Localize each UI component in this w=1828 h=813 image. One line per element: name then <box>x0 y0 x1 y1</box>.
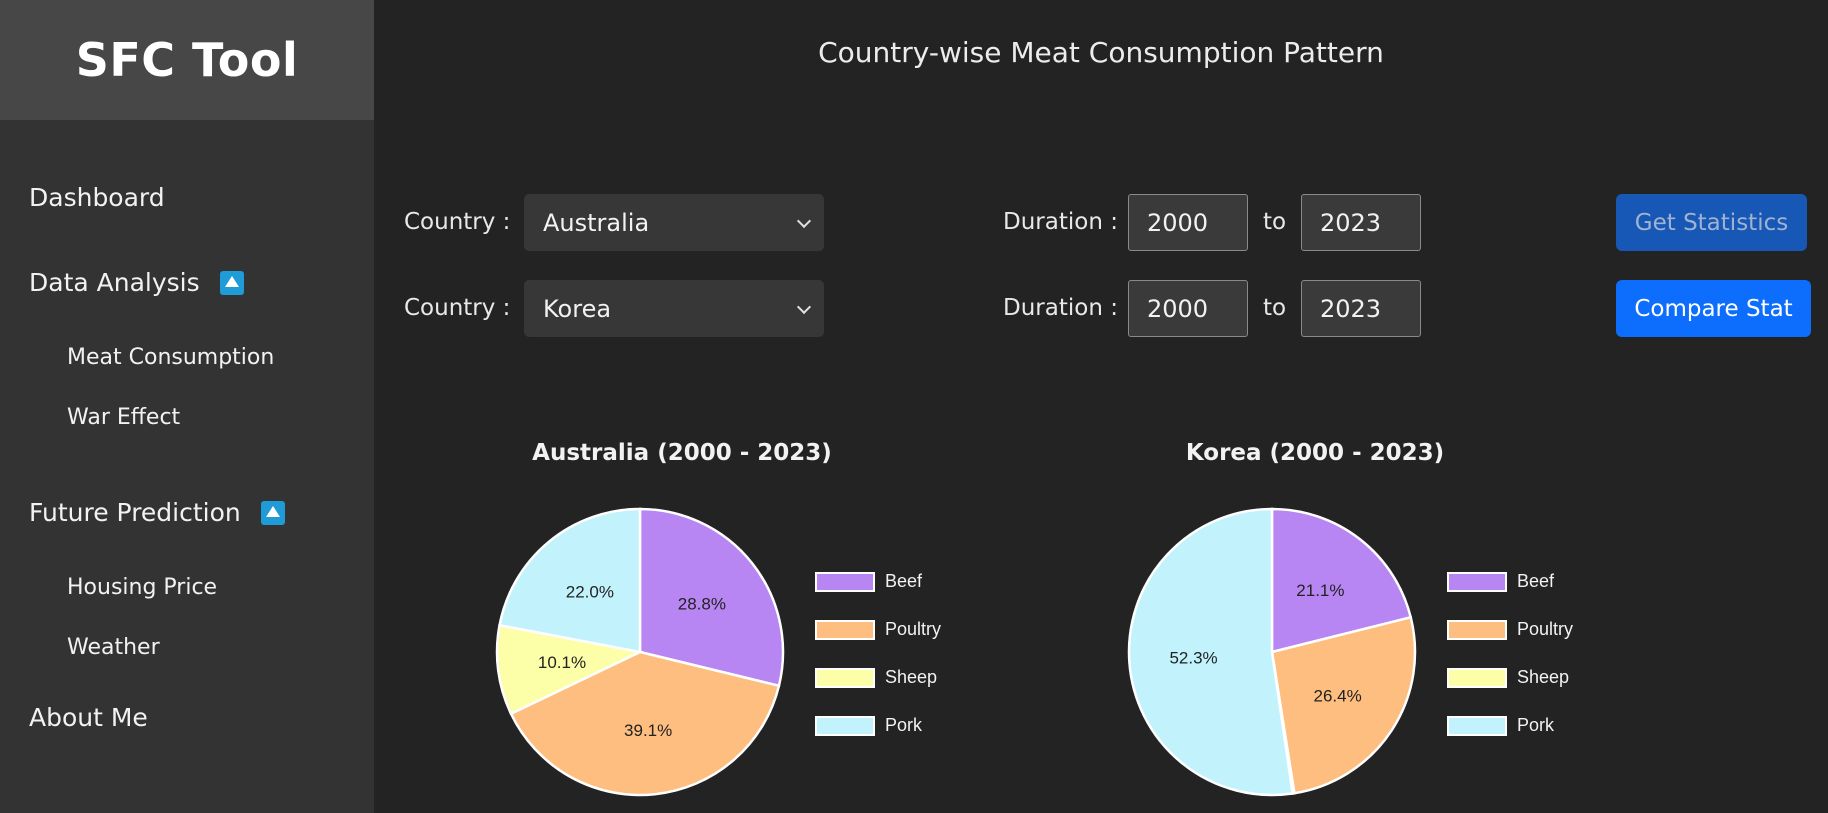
legend-swatch <box>815 619 875 640</box>
legend-item-poultry[interactable]: Poultry <box>1447 619 1573 640</box>
legend-label: Beef <box>885 571 923 591</box>
legend-swatch <box>1447 715 1507 736</box>
sidebar-subitem-weather[interactable]: Weather <box>67 635 160 660</box>
legend-label: Poultry <box>885 619 942 639</box>
compare-stat-button[interactable]: Compare Stat <box>1616 280 1811 337</box>
chevron-down-icon <box>796 299 812 315</box>
legend-item-beef[interactable]: Beef <box>1447 571 1554 592</box>
duration-label: Duration : <box>1003 295 1118 321</box>
country-select-value: Korea <box>543 294 612 323</box>
legend-item-beef[interactable]: Beef <box>815 571 922 592</box>
duration-label: Duration : <box>1003 209 1118 235</box>
pie-slice-poultry <box>509 650 781 797</box>
legend-item-sheep[interactable]: Sheep <box>1447 667 1569 688</box>
duration-from-input-2[interactable]: 2000 <box>1128 280 1248 337</box>
sidebar-item-label: Future Prediction <box>29 498 241 527</box>
duration-from-input-1[interactable]: 2000 <box>1128 194 1248 251</box>
pie-slice-label: 52.3% <box>1169 649 1217 668</box>
legend-swatch <box>1447 667 1507 688</box>
legend-item-sheep[interactable]: Sheep <box>815 667 937 688</box>
sidebar-item-about-me[interactable]: About Me <box>29 703 148 732</box>
chart-title-australia: Australia (2000 - 2023) <box>532 440 832 466</box>
sidebar-subitem-war-effect[interactable]: War Effect <box>67 405 181 430</box>
legend-label: Beef <box>1517 571 1555 591</box>
pie-slice-beef <box>1270 507 1413 654</box>
caret-up-icon[interactable] <box>260 500 285 525</box>
sidebar-subitem-housing-price[interactable]: Housing Price <box>67 575 218 600</box>
country-select-value: Australia <box>543 208 650 237</box>
country-label: Country : <box>404 295 511 321</box>
sidebar: SFC Tool Dashboard Data Analysis Meat Co… <box>0 0 374 813</box>
legend-label: Sheep <box>885 667 938 687</box>
pie-chart-australia: 28.8% 39.1% 10.1% 22.0% <box>495 507 785 797</box>
legend-item-pork[interactable]: Pork <box>1447 715 1554 736</box>
duration-to-input-2[interactable]: 2023 <box>1301 280 1421 337</box>
duration-to-input-1[interactable]: 2023 <box>1301 194 1421 251</box>
pie-slice-label: 10.1% <box>538 653 586 672</box>
pie-slice-label: 28.8% <box>678 594 726 613</box>
sidebar-item-future-prediction[interactable]: Future Prediction <box>29 498 285 527</box>
pie-slice-pork <box>498 507 642 654</box>
legend-swatch <box>1447 619 1507 640</box>
to-label: to <box>1263 295 1287 321</box>
sidebar-item-label: Dashboard <box>29 183 165 212</box>
pie-slice-label: 26.4% <box>1313 686 1361 705</box>
pie-slice-pork <box>1127 507 1295 797</box>
pie-slice-label: 22.0% <box>566 582 614 601</box>
country-select-1[interactable]: Australia <box>524 194 824 251</box>
to-label: to <box>1263 209 1287 235</box>
legend-label: Pork <box>885 715 923 735</box>
sidebar-subitem-meat-consumption[interactable]: Meat Consumption <box>67 345 275 370</box>
sidebar-item-label: About Me <box>29 703 148 732</box>
country-select-2[interactable]: Korea <box>524 280 824 337</box>
pie-slice-label: 39.1% <box>624 721 672 740</box>
page-title: Country-wise Meat Consumption Pattern <box>818 36 1384 69</box>
legend-swatch <box>815 571 875 592</box>
caret-up-icon[interactable] <box>219 270 244 295</box>
legend-item-poultry[interactable]: Poultry <box>815 619 941 640</box>
legend-swatch <box>815 715 875 736</box>
app-title: SFC Tool <box>75 33 299 87</box>
pie-slice-sheep <box>495 623 644 716</box>
pie-slice-poultry <box>1270 615 1417 795</box>
pie-slice-beef <box>638 507 785 688</box>
pie-slice-label: 21.1% <box>1296 581 1344 600</box>
sidebar-item-label: Data Analysis <box>29 268 200 297</box>
sidebar-item-dashboard[interactable]: Dashboard <box>29 183 165 212</box>
legend-label: Poultry <box>1517 619 1574 639</box>
legend-swatch <box>1447 571 1507 592</box>
chevron-down-icon <box>796 213 812 229</box>
brand-header: SFC Tool <box>0 0 374 120</box>
legend-label: Sheep <box>1517 667 1570 687</box>
legend-item-pork[interactable]: Pork <box>815 715 922 736</box>
chart-title-korea: Korea (2000 - 2023) <box>1185 440 1445 466</box>
sidebar-item-data-analysis[interactable]: Data Analysis <box>29 268 244 297</box>
country-label: Country : <box>404 209 511 235</box>
pie-chart-korea: 21.1% 26.4% 52.3% <box>1127 507 1417 797</box>
legend-swatch <box>815 667 875 688</box>
legend-label: Pork <box>1517 715 1555 735</box>
get-statistics-button[interactable]: Get Statistics <box>1616 194 1807 251</box>
